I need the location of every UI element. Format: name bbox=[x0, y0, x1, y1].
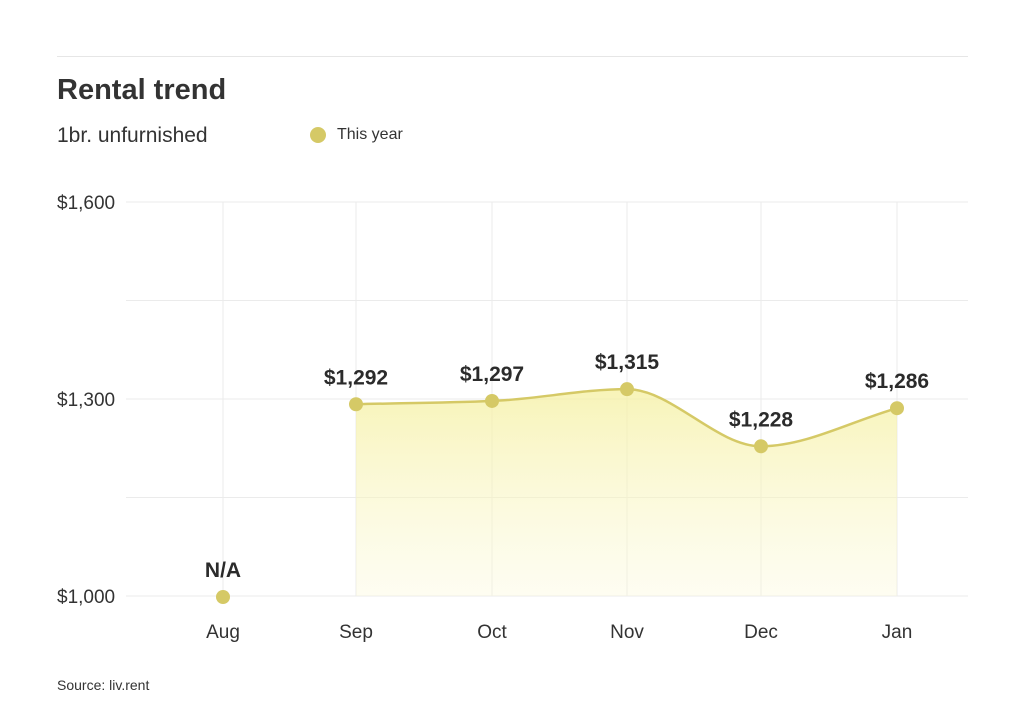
x-tick-label: Dec bbox=[744, 622, 778, 643]
legend-swatch bbox=[310, 127, 326, 143]
data-label: $1,286 bbox=[865, 370, 929, 393]
data-label: N/A bbox=[205, 559, 241, 582]
x-tick-label: Aug bbox=[206, 622, 240, 643]
x-tick-label: Jan bbox=[882, 622, 913, 643]
data-label: $1,315 bbox=[595, 351, 660, 374]
x-tick-label: Sep bbox=[339, 622, 373, 643]
data-point-missing bbox=[216, 590, 230, 604]
y-tick-label: $1,300 bbox=[57, 390, 115, 411]
y-tick-label: $1,600 bbox=[57, 193, 115, 214]
source-note: Source: liv.rent bbox=[57, 677, 150, 693]
chart-subtitle: 1br. unfurnished bbox=[57, 124, 208, 147]
data-point bbox=[485, 393, 499, 408]
data-point bbox=[620, 382, 634, 397]
data-point bbox=[349, 397, 363, 412]
data-point bbox=[890, 401, 904, 416]
data-point bbox=[754, 439, 768, 454]
x-tick-label: Oct bbox=[477, 622, 507, 643]
data-label: $1,297 bbox=[460, 363, 524, 386]
x-tick-label: Nov bbox=[610, 622, 644, 643]
series-area bbox=[356, 389, 897, 596]
legend-label: This year bbox=[337, 126, 403, 143]
data-label: $1,292 bbox=[324, 366, 388, 389]
legend: This year bbox=[310, 126, 403, 144]
y-tick-label: $1,000 bbox=[57, 587, 115, 608]
chart-title: Rental trend bbox=[57, 74, 227, 106]
data-label: $1,228 bbox=[729, 408, 794, 431]
top-divider bbox=[57, 56, 968, 57]
